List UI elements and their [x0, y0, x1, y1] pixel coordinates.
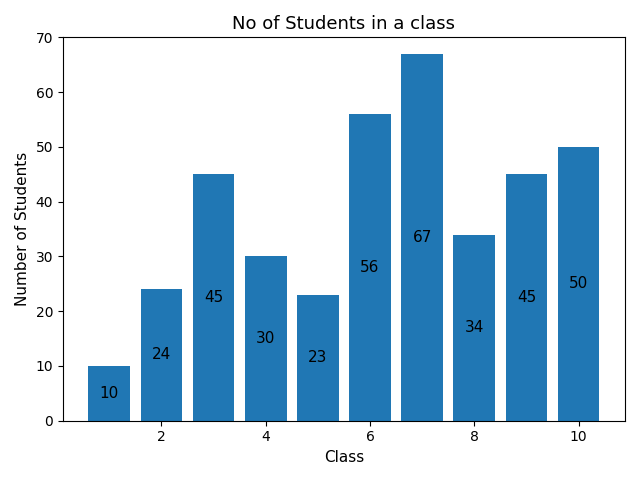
- Text: 10: 10: [100, 386, 119, 401]
- Bar: [193, 174, 234, 421]
- Text: 67: 67: [412, 230, 432, 245]
- Text: 34: 34: [465, 320, 484, 335]
- Bar: [88, 366, 130, 421]
- Title: No of Students in a class: No of Students in a class: [232, 15, 456, 33]
- Bar: [349, 114, 391, 421]
- Text: 56: 56: [360, 260, 380, 275]
- Y-axis label: Number of Students: Number of Students: [15, 152, 30, 306]
- Text: 24: 24: [152, 348, 171, 362]
- X-axis label: Class: Class: [324, 450, 364, 465]
- Text: 50: 50: [569, 276, 588, 291]
- Bar: [297, 295, 339, 421]
- Text: 23: 23: [308, 350, 328, 365]
- Text: 45: 45: [517, 290, 536, 305]
- Bar: [506, 174, 547, 421]
- Text: 45: 45: [204, 290, 223, 305]
- Bar: [454, 235, 495, 421]
- Bar: [141, 289, 182, 421]
- Bar: [401, 54, 443, 421]
- Bar: [557, 147, 600, 421]
- Bar: [245, 256, 287, 421]
- Text: 30: 30: [256, 331, 275, 346]
